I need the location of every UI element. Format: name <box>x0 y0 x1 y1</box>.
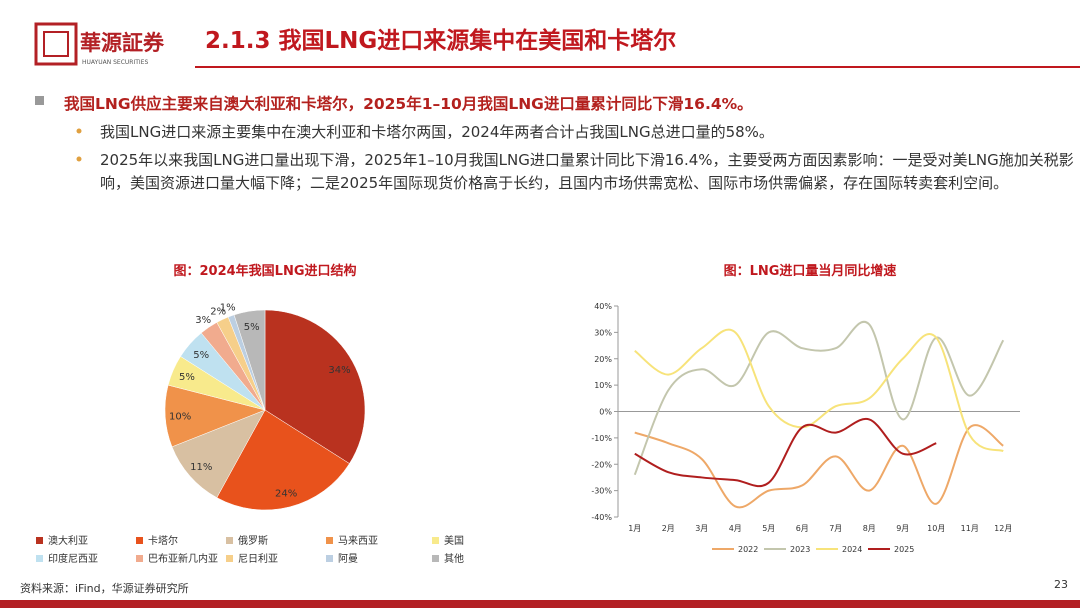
bullet-dot <box>76 128 82 134</box>
legend-label: 其他 <box>444 552 464 565</box>
slice-label: 5% <box>193 350 209 361</box>
pie-slice <box>216 409 350 511</box>
x-tick-label: 6月 <box>796 524 809 533</box>
chart-title: 图：LNG进口量当月同比增速 <box>724 263 897 279</box>
slice-label: 5% <box>244 322 260 333</box>
y-tick-label: 10% <box>594 381 612 390</box>
x-tick-label: 7月 <box>829 524 842 533</box>
slice-label: 10% <box>169 411 191 422</box>
legend-label: 澳大利亚 <box>48 534 88 547</box>
legend-swatch <box>432 555 439 562</box>
slice-label: 2% <box>210 306 226 317</box>
slice-label: 11% <box>190 462 212 473</box>
series-line <box>634 328 1004 453</box>
legend-label: 卡塔尔 <box>148 534 178 547</box>
legend-swatch <box>136 555 143 562</box>
source: 资料来源：iFind，华源证券研究所 <box>20 581 189 595</box>
slice-label: 24% <box>275 488 297 499</box>
y-tick-label: -20% <box>591 460 612 469</box>
legend-swatch <box>326 555 333 562</box>
legend-label: 印度尼西亚 <box>48 552 98 565</box>
legend-swatch <box>36 537 43 544</box>
legend-label: 马来西亚 <box>338 535 378 547</box>
y-tick-label: 30% <box>594 328 612 337</box>
legend-swatch <box>226 537 233 544</box>
chart-title: 图：2024年我国LNG进口结构 <box>173 263 356 279</box>
slide-title: 2.1.3 我国LNG进口来源集中在美国和卡塔尔 <box>205 27 676 54</box>
x-tick-label: 8月 <box>863 524 876 533</box>
main-bullet: 我国LNG供应主要来自澳大利亚和卡塔尔，2025年1–10月我国LNG进口量累计… <box>64 95 753 113</box>
x-tick-label: 12月 <box>994 524 1012 533</box>
bullet-item: 我国LNG进口来源主要集中在澳大利亚和卡塔尔两国，2024年两者合计占我国LNG… <box>100 123 774 141</box>
slice-label: 3% <box>195 315 211 326</box>
series-line <box>634 417 937 488</box>
legend-label: 2022 <box>738 545 758 554</box>
pie-slice <box>171 409 266 498</box>
legend-swatch <box>432 537 439 544</box>
logo-text: 華源証券 <box>80 30 165 55</box>
legend-label: 巴布亚新几内亚 <box>148 552 218 565</box>
bullet-dot <box>76 156 82 162</box>
logo-icon <box>34 22 78 66</box>
legend-swatch <box>226 555 233 562</box>
bullet-square <box>35 96 44 105</box>
x-tick-label: 4月 <box>729 524 742 533</box>
legend-label: 阿曼 <box>338 553 358 565</box>
legend-swatch <box>326 537 333 544</box>
logo-icon-inner <box>43 31 69 57</box>
legend-label: 2025 <box>894 545 914 554</box>
x-tick-label: 2月 <box>662 524 675 533</box>
series-line <box>633 320 1005 476</box>
bullet-item: 2025年以来我国LNG进口量出现下滑，2025年1–10月我国LNG进口量累计… <box>100 151 1074 192</box>
slice-label: 1% <box>220 303 236 314</box>
x-tick-label: 3月 <box>695 524 708 533</box>
y-tick-label: -30% <box>591 487 612 496</box>
y-tick-label: -40% <box>591 513 612 522</box>
footer-bar <box>0 600 1080 608</box>
x-tick-label: 9月 <box>896 524 909 533</box>
logo-sub: HUAYUAN SECURITIES <box>82 59 148 66</box>
series-line <box>634 424 1004 509</box>
y-tick-label: 20% <box>594 355 612 364</box>
y-tick-label: -10% <box>591 434 612 443</box>
y-tick-label: 40% <box>594 302 612 311</box>
pie-slice <box>264 309 366 464</box>
legend-label: 2024 <box>842 545 862 554</box>
x-tick-label: 1月 <box>628 524 641 533</box>
x-tick-label: 10月 <box>927 524 945 533</box>
legend-swatch <box>36 555 43 562</box>
x-tick-label: 11月 <box>961 524 979 533</box>
y-tick-label: 0% <box>599 408 612 417</box>
pie-slice <box>233 309 266 411</box>
legend-label: 美国 <box>444 534 464 547</box>
x-tick-label: 5月 <box>762 524 775 533</box>
slice-label: 34% <box>328 365 350 376</box>
page-number: 23 <box>1054 578 1068 591</box>
legend-label: 俄罗斯 <box>238 534 268 547</box>
slice-label: 5% <box>179 372 195 383</box>
legend-label: 2023 <box>790 545 810 554</box>
legend-label: 尼日利亚 <box>238 553 278 565</box>
legend-swatch <box>136 537 143 544</box>
